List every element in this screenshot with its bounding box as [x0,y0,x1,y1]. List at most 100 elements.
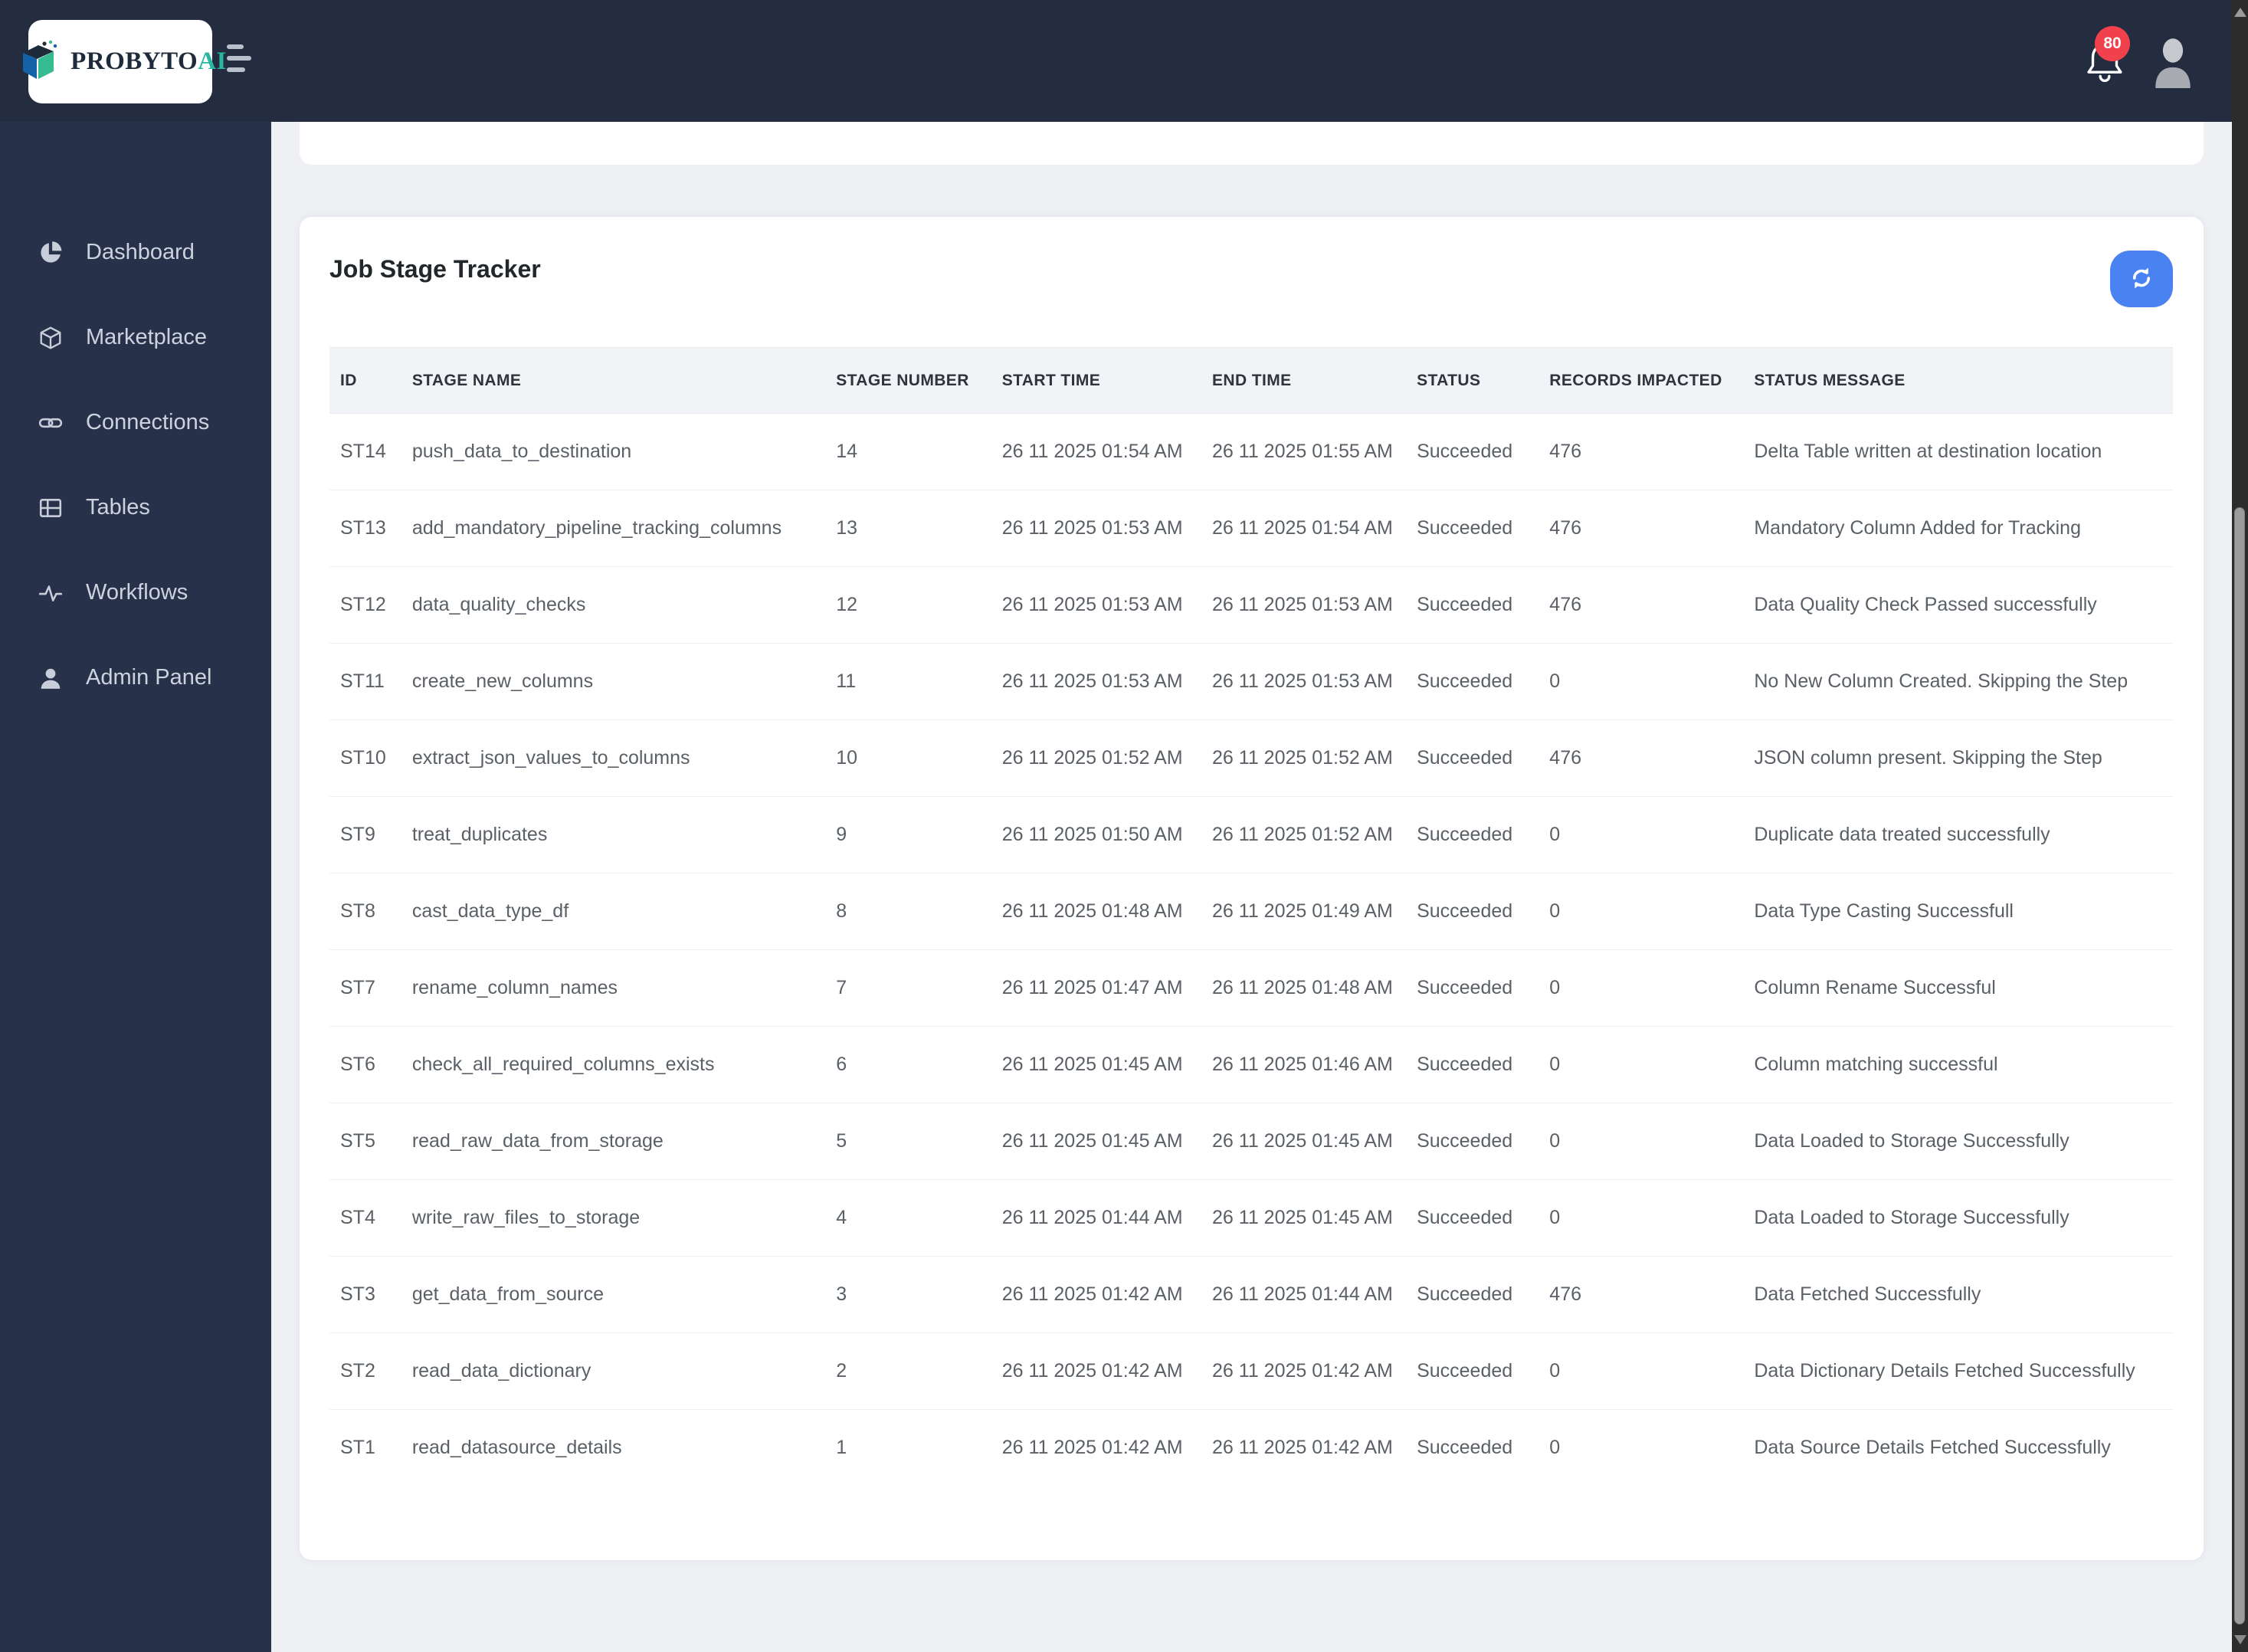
cell-records-impacted: 476 [1549,1283,1582,1305]
link-icon [38,411,63,435]
sidebar-item-marketplace[interactable]: Marketplace [0,295,271,380]
cell-stage-number: 10 [836,747,858,769]
cell-status: Succeeded [1417,1437,1513,1459]
cell-stage-number: 14 [836,441,858,462]
page-title: Job Stage Tracker [329,255,541,283]
cell-status: Succeeded [1417,1054,1513,1075]
cell-status: Succeeded [1417,900,1513,922]
stage-table-body: ST14 push_data_to_destination 14 26 11 2… [329,414,2173,1486]
cell-start-time: 26 11 2025 01:44 AM [1001,1207,1183,1228]
cell-stage-name: check_all_required_columns_exists [411,1054,715,1075]
table-row: ST2 read_data_dictionary 2 26 11 2025 01… [329,1332,2173,1410]
table-row: ST4 write_raw_files_to_storage 4 26 11 2… [329,1179,2173,1257]
cell-status-message: Data Source Details Fetched Successfully [1754,1437,2111,1459]
table-row: ST9 treat_duplicates 9 26 11 2025 01:50 … [329,796,2173,874]
sidebar-item-tables[interactable]: Tables [0,465,271,550]
cell-status: Succeeded [1417,747,1513,769]
cell-stage-number: 5 [836,1130,847,1152]
cell-status-message: Mandatory Column Added for Tracking [1754,517,2081,539]
refresh-button[interactable] [2110,251,2173,307]
cell-status-message: Duplicate data treated successfully [1754,824,2050,845]
cell-status: Succeeded [1417,594,1513,615]
cell-id: ST9 [340,824,375,845]
sidebar-item-label: Admin Panel [86,665,212,690]
cell-stage-name: add_mandatory_pipeline_tracking_columns [411,517,782,539]
scrollbar-thumb[interactable] [2234,507,2245,1624]
cell-id: ST2 [340,1360,375,1382]
sidebar-item-connections[interactable]: Connections [0,380,271,465]
cell-end-time: 26 11 2025 01:42 AM [1212,1360,1393,1382]
cell-start-time: 26 11 2025 01:53 AM [1001,670,1183,692]
table-row: ST6 check_all_required_columns_exists 6 … [329,1026,2173,1103]
col-header-end-time: END TIME [1212,371,1292,389]
cell-stage-number: 11 [836,670,857,692]
brand-logo[interactable]: PROBYTOAI [23,20,226,103]
sidebar-item-label: Workflows [86,580,188,605]
cell-id: ST7 [340,977,375,998]
cell-end-time: 26 11 2025 01:52 AM [1212,824,1393,845]
cell-status: Succeeded [1417,670,1513,692]
col-header-status: STATUS [1417,371,1481,389]
cell-status: Succeeded [1417,977,1513,998]
brand-suffix: AI [198,48,227,75]
table-row: ST1 read_datasource_details 1 26 11 2025… [329,1409,2173,1486]
cell-status-message: Data Dictionary Details Fetched Successf… [1754,1360,2135,1382]
cell-status-message: Delta Table written at destination locat… [1754,441,2102,462]
cell-stage-number: 7 [836,977,847,998]
cell-stage-name: read_raw_data_from_storage [411,1130,664,1152]
cell-start-time: 26 11 2025 01:42 AM [1001,1437,1183,1459]
scrollbar-up-arrow-icon[interactable] [2234,8,2246,17]
user-avatar[interactable] [2151,29,2194,93]
stage-table-head: ID STAGE NAME STAGE NUMBER START TIME EN… [329,347,2173,414]
cell-end-time: 26 11 2025 01:49 AM [1212,900,1393,922]
cell-status-message: Data Loaded to Storage Successfully [1754,1130,2069,1152]
sidebar-item-label: Connections [86,410,210,434]
table-row: ST8 cast_data_type_df 8 26 11 2025 01:48… [329,873,2173,950]
cell-stage-number: 13 [836,517,858,539]
brand-name: PROBYTOAI [70,48,227,75]
cell-end-time: 26 11 2025 01:42 AM [1212,1437,1393,1459]
cell-stage-name: push_data_to_destination [411,441,632,462]
pie-chart-icon [38,241,63,265]
cell-id: ST3 [340,1283,375,1305]
cell-start-time: 26 11 2025 01:47 AM [1001,977,1183,998]
cell-id: ST4 [340,1207,375,1228]
vertical-scrollbar[interactable] [2232,0,2248,1652]
cell-status: Succeeded [1417,824,1513,845]
cell-end-time: 26 11 2025 01:46 AM [1212,1054,1393,1075]
cell-start-time: 26 11 2025 01:52 AM [1001,747,1183,769]
cell-status-message: Column Rename Successful [1754,977,1996,998]
sidebar-item-dashboard[interactable]: Dashboard [0,210,271,295]
sidebar-item-admin-panel[interactable]: Admin Panel [0,635,271,720]
cell-records-impacted: 0 [1549,1130,1561,1152]
cell-start-time: 26 11 2025 01:48 AM [1001,900,1183,922]
cell-id: ST6 [340,1054,375,1075]
scrollbar-down-arrow-icon[interactable] [2234,1635,2246,1644]
table-row: ST7 rename_column_names 7 26 11 2025 01:… [329,949,2173,1027]
cell-status-message: JSON column present. Skipping the Step [1754,747,2102,769]
cell-records-impacted: 0 [1549,1207,1561,1228]
sidebar-toggle-icon[interactable] [227,44,270,80]
cell-records-impacted: 0 [1549,977,1561,998]
cell-end-time: 26 11 2025 01:45 AM [1212,1207,1393,1228]
cell-records-impacted: 0 [1549,1054,1561,1075]
cell-status-message: No New Column Created. Skipping the Step [1754,670,2128,692]
package-icon [38,326,63,350]
notifications-button[interactable]: 80 [2081,26,2135,101]
cell-records-impacted: 0 [1549,824,1561,845]
col-header-stage-number: STAGE NUMBER [836,371,969,389]
cell-start-time: 26 11 2025 01:42 AM [1001,1283,1183,1305]
cell-start-time: 26 11 2025 01:42 AM [1001,1360,1183,1382]
user-icon [38,666,63,690]
cell-id: ST12 [340,594,386,615]
cell-start-time: 26 11 2025 01:54 AM [1001,441,1183,462]
cell-records-impacted: 476 [1549,594,1582,615]
cell-end-time: 26 11 2025 01:55 AM [1212,441,1393,462]
table-header-row: ID STAGE NAME STAGE NUMBER START TIME EN… [329,347,2173,414]
table-row: ST13 add_mandatory_pipeline_tracking_col… [329,490,2173,567]
sidebar-item-workflows[interactable]: Workflows [0,550,271,635]
cell-end-time: 26 11 2025 01:53 AM [1212,594,1393,615]
col-header-status-message: STATUS MESSAGE [1754,371,1906,389]
cell-stage-name: data_quality_checks [411,594,586,615]
cell-records-impacted: 0 [1549,1437,1561,1459]
